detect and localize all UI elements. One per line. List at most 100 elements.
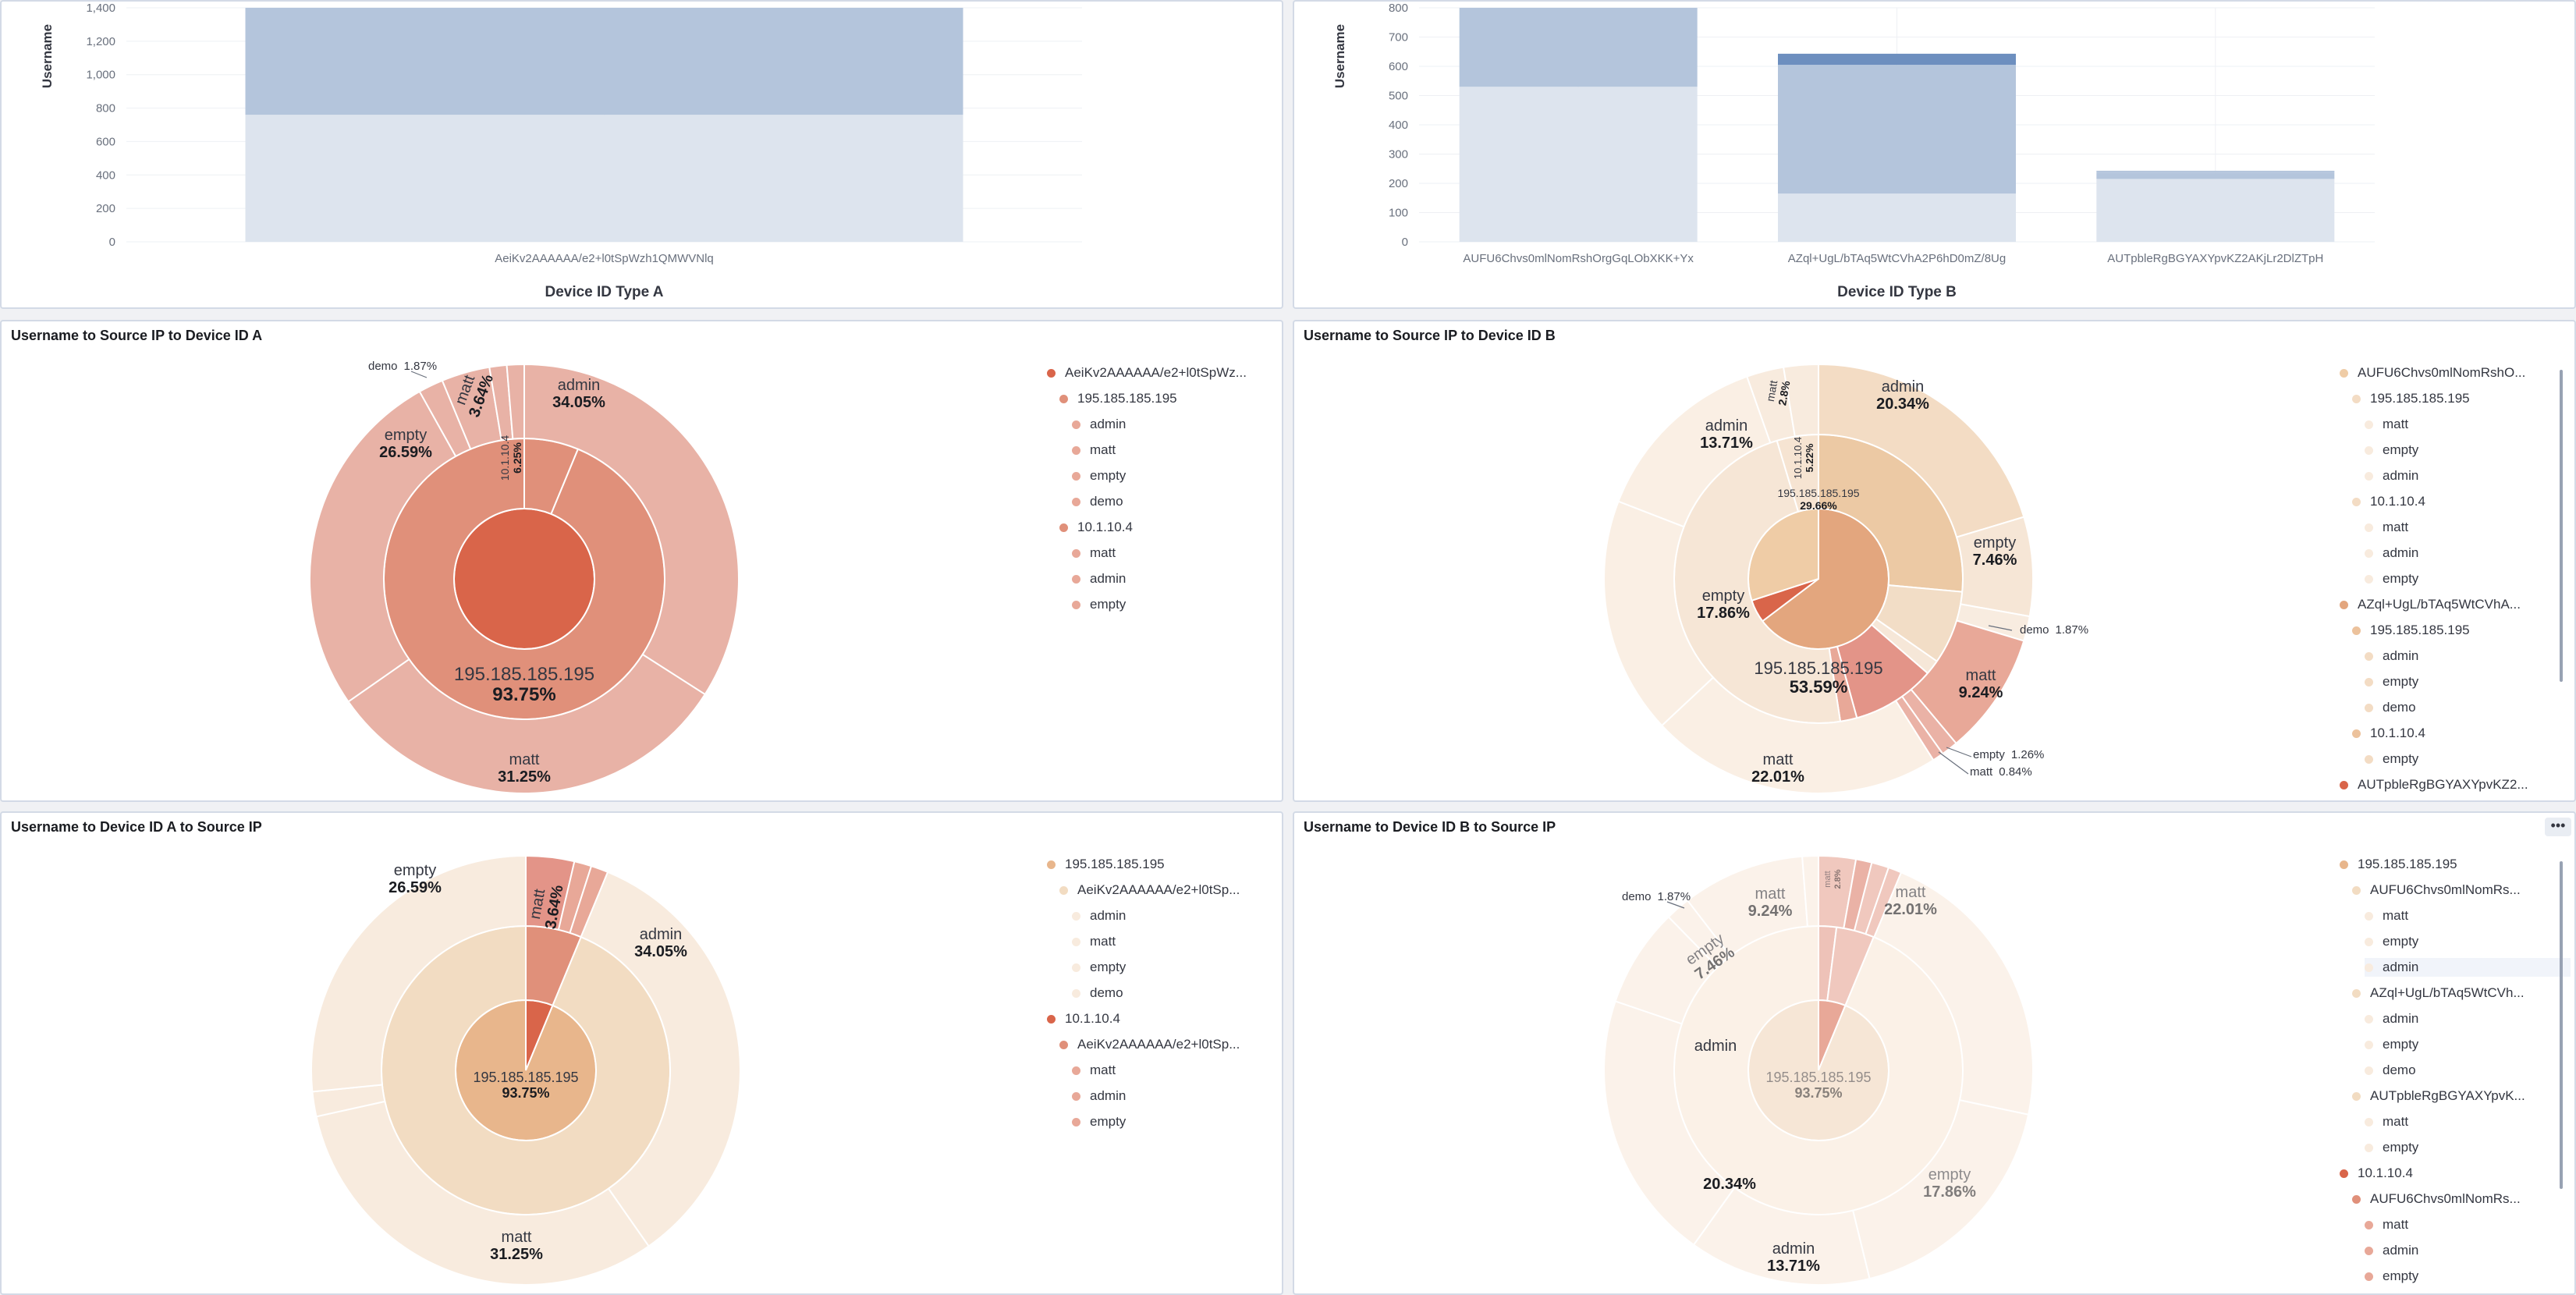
legend-swatch [1072,497,1080,506]
legend-item[interactable]: empty [2365,1138,2571,1157]
legend-item[interactable]: 195.185.185.195 [1047,855,1278,874]
legend-item[interactable]: AeiKv2AAAAAA/e2+l0tSp... [1059,1035,1278,1054]
legend-item[interactable]: AeiKv2AAAAAA/e2+l0tSpWz... [1047,364,1278,382]
slice-label-name: empty 1.26% [1973,748,2044,761]
legend-item[interactable]: empty [2365,672,2571,691]
panel-options-button[interactable]: ••• [2545,818,2571,836]
slice-pct: 7.46% [1973,552,2017,569]
legend-item[interactable]: demo [2365,1061,2571,1080]
legend-item[interactable]: 195.185.185.195 [2340,855,2571,874]
legend-item[interactable]: matt [2365,518,2571,537]
slice-name: empty [1702,587,1744,605]
sunburst-slice [315,1100,650,1286]
legend-label: empty [2383,442,2419,457]
y-tick-label: 600 [1389,60,1408,73]
legend-item[interactable]: admin [1072,906,1278,925]
legend-item[interactable]: AZql+UgL/bTAq5WtCVh... [2352,984,2571,1002]
x-tick-label: AeiKv2AAAAAA/e2+l0tSpWzh1QMWVNlq [495,252,714,265]
legend-label: matt [2383,1114,2409,1129]
legend-item[interactable]: 10.1.10.4 [2352,724,2571,743]
slice-pct: 1.87% [2056,623,2089,637]
chart-legend[interactable]: 195.185.185.195 AUFU6Chvs0mlNomRs... matt e… [2340,855,2574,1293]
legend-item[interactable]: admin [2365,544,2571,562]
legend-item[interactable]: 195.185.185.195 [2352,389,2571,408]
legend-item[interactable]: 195.185.185.195 [2352,621,2571,640]
legend-item[interactable]: admin [2365,647,2571,665]
legend-item[interactable]: AUFU6Chvs0mlNomRshO... [2340,364,2571,382]
slice-name: 195.185.185.195 [1765,1070,1871,1085]
legend-item[interactable]: empty [2365,750,2571,768]
legend-item[interactable]: empty [1072,958,1278,977]
legend-item[interactable]: 195.185.185.195 [1059,389,1278,408]
legend-item[interactable]: AUFU6Chvs0mlNomRs... [2352,881,2571,899]
legend-item[interactable]: matt [2365,906,2571,925]
legend-item[interactable]: empty [2365,932,2571,951]
legend-label: admin [2383,1243,2419,1258]
legend-item[interactable]: matt [1072,932,1278,951]
legend-item[interactable]: admin [1072,569,1278,588]
y-tick-label: 800 [96,102,115,115]
legend-item[interactable]: AUTpbleRgBGYAXYpvKZ2... [2340,775,2571,794]
slice-name: empty [394,862,436,879]
legend-item[interactable]: 10.1.10.4 [2340,1164,2571,1183]
legend-item[interactable]: admin [2365,1241,2571,1260]
panel-title: Username to Device ID B to Source IP [1304,819,1556,835]
legend-label: empty [2383,751,2419,766]
legend-label: empty [2383,934,2419,949]
legend-label: AUTpbleRgBGYAXYpvK... [2370,1088,2525,1103]
legend-scrollbar[interactable] [2560,370,2563,682]
slice-name: matt [1764,379,1780,403]
legend-item[interactable]: matt [2365,1112,2571,1131]
legend-item[interactable]: matt [1072,544,1278,562]
chart-legend[interactable]: AUFU6Chvs0mlNomRshO... 195.185.185.195 mat… [2340,364,2574,796]
legend-item[interactable]: empty [1072,595,1278,614]
legend-item[interactable]: 10.1.10.4 [1059,518,1278,537]
legend-item[interactable]: matt [1072,441,1278,459]
legend-item[interactable]: AZql+UgL/bTAq5WtCVhA... [2340,595,2571,614]
legend-label: admin [2383,545,2419,560]
legend-label: matt [1090,1063,1116,1077]
sunburst-chart: matt22.01%empty17.86%admin13.71%admin20.… [1603,854,2034,1286]
legend-item[interactable]: empty [2365,441,2571,459]
legend-item[interactable]: 10.1.10.4 [2352,492,2571,511]
legend-item[interactable]: admin [2365,467,2571,485]
legend-swatch [1059,394,1068,403]
legend-swatch [2365,420,2373,429]
legend-item[interactable]: demo [1072,984,1278,1002]
legend-swatch [1072,548,1080,558]
legend-scrollbar[interactable] [2560,861,2563,1189]
legend-item[interactable]: AUFU6Chvs0mlNomRs... [2352,1190,2571,1208]
y-tick-label: 100 [1389,207,1408,220]
legend-item[interactable]: empty [2365,1267,2571,1286]
legend-item[interactable]: empty [2365,1035,2571,1054]
legend-item[interactable]: 10.1.10.4 [1047,1009,1278,1028]
slice-name: empty [1928,1166,1971,1183]
legend-label: AUFU6Chvs0mlNomRs... [2370,882,2521,897]
legend-item[interactable]: AUTpbleRgBGYAXYpvK... [2352,1087,2571,1105]
legend-label: AUFU6Chvs0mlNomRshO... [2358,365,2526,380]
legend-item[interactable]: matt [2365,1215,2571,1234]
legend-label: matt [1090,934,1116,949]
legend-item[interactable]: matt [1072,1061,1278,1080]
legend-item[interactable]: admin [1072,1087,1278,1105]
bar-segment [1459,8,1698,87]
legend-item[interactable]: demo [2365,698,2571,717]
legend-item[interactable]: demo [1072,492,1278,511]
slice-pct: 9.24% [1959,684,2003,701]
legend-item[interactable]: AeiKv2AAAAAA/e2+l0tSp... [1059,881,1278,899]
bar-chart-device-a: 0 200 400 600 800 1,000 1,200 1,400 AeiKv2AAAAAA… [40,2,1082,300]
legend-item[interactable]: empty [1072,1112,1278,1131]
slice-pct: 93.75% [502,1085,549,1101]
legend-item[interactable]: empty [2365,569,2571,588]
legend-item[interactable]: admin [1072,415,1278,434]
legend-swatch [2340,860,2348,869]
legend-item[interactable]: empty [1072,467,1278,485]
panel-title: Username to Source IP to Device ID B [1304,328,1556,343]
legend-item[interactable]: matt [2365,415,2571,434]
legend-item[interactable]: admin [2365,958,2571,977]
legend-item[interactable]: admin [2365,1009,2571,1028]
